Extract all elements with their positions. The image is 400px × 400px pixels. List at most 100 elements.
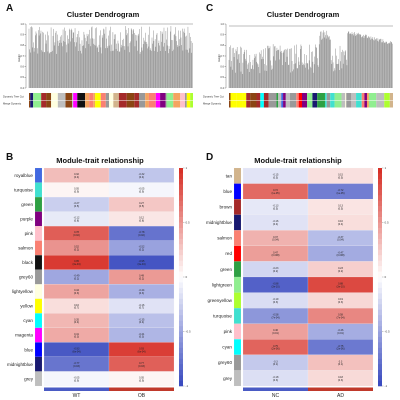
- module-row-label: grey: [223, 376, 233, 381]
- module-color-swatch: [34, 182, 43, 198]
- cell-correlation: -0.05: [139, 188, 145, 191]
- cell-correlation: 0.58: [338, 314, 343, 317]
- colorbar-step: [378, 238, 382, 245]
- track-segment-dynamic: [330, 93, 335, 100]
- colorbar-step: [378, 380, 382, 387]
- cell-pvalue: (0.2): [139, 278, 144, 281]
- y-axis-ticks-c: 1.0 0.9 0.8 0.7 0.6 0.5 0.4: [220, 22, 226, 90]
- module-color-tracks-a: [29, 93, 193, 108]
- module-color-swatch: [34, 371, 43, 387]
- track-segment-merge: [256, 100, 261, 108]
- track-segment-merge: [29, 100, 31, 108]
- track-segment-dynamic: [72, 93, 74, 100]
- colorbar-step: [179, 331, 183, 338]
- cell-pvalue: (0.5): [338, 208, 343, 211]
- cell-correlation: -0.75: [338, 345, 344, 348]
- cell-correlation: -0.49: [74, 275, 80, 278]
- module-row-label: green: [220, 267, 232, 272]
- colorbar-step: [378, 277, 382, 283]
- track-segment-merge: [260, 100, 264, 108]
- track-segment-merge: [307, 100, 313, 108]
- track-segment-merge: [72, 100, 74, 108]
- colorbar-step: [179, 184, 183, 191]
- cell-correlation: -0.23: [273, 267, 279, 270]
- cell-correlation: 0.78: [74, 231, 79, 234]
- cell-correlation: 0.37: [273, 236, 278, 239]
- colorbar-step: [179, 195, 183, 201]
- cell-pvalue: (6e-04): [137, 350, 145, 353]
- trait-label: WT: [73, 393, 81, 399]
- track-segment-dynamic: [89, 93, 94, 100]
- heatmap-cell: [108, 371, 175, 387]
- module-color-swatch: [34, 313, 43, 328]
- module-row-label: salmon: [18, 246, 33, 251]
- dendrogram-c: Height Dynamic Tree Cut Merge Dynamic 1.…: [203, 22, 393, 108]
- cell-pvalue: (0.3): [139, 336, 144, 339]
- cell-pvalue: (7e-04): [271, 317, 279, 320]
- module-row-label: magenta: [15, 333, 33, 338]
- cell-correlation: -0.58: [273, 314, 279, 317]
- track-label-merge-a: Merge Dynamic: [3, 102, 22, 106]
- cell-pvalue: (1e-05): [271, 192, 279, 195]
- cell-correlation: 0.41: [74, 333, 79, 336]
- track-segment-merge: [242, 100, 247, 108]
- track-segment-merge: [289, 100, 297, 108]
- y-tick-label: 0.7: [20, 54, 24, 58]
- track-label-merge-c: Merge Dynamic: [203, 102, 222, 106]
- colorbar-step: [179, 320, 183, 327]
- module-color-swatch: [34, 226, 43, 241]
- colorbar-step: [179, 326, 183, 332]
- cell-pvalue: (3e-04): [137, 263, 145, 266]
- cell-correlation: 0.23: [338, 267, 343, 270]
- colorbar-step: [378, 217, 382, 223]
- track-label-dynamic-a: Dynamic Tree Cut: [3, 95, 24, 99]
- cell-pvalue: (0.2): [273, 270, 278, 273]
- track-segment-merge: [77, 100, 86, 108]
- colorbar-step: [179, 342, 183, 349]
- track-segment-merge: [345, 100, 347, 108]
- module-row-label: tan: [226, 173, 233, 178]
- track-segment-merge: [160, 100, 166, 108]
- track-segment-dynamic: [148, 93, 156, 100]
- cell-pvalue: (0.9): [74, 379, 79, 382]
- track-segment-dynamic: [93, 93, 96, 100]
- track-segment-merge: [180, 100, 186, 108]
- module-row-label: black: [22, 260, 33, 265]
- colorbar-step: [179, 266, 183, 272]
- track-segment-dynamic: [230, 93, 237, 100]
- track-segment-dynamic: [289, 93, 297, 100]
- cell-pvalue: (0.4): [74, 321, 79, 324]
- colorbar-step: [378, 298, 382, 305]
- cell-correlation: 0.95: [74, 260, 79, 263]
- track-segment-merge: [263, 100, 269, 108]
- track-segment-dynamic: [109, 93, 114, 100]
- cell-correlation: -0.35: [139, 318, 145, 321]
- track-segment-merge: [145, 100, 149, 108]
- colorbar-tick-label: 0: [186, 275, 188, 279]
- track-segment-merge: [155, 100, 161, 108]
- track-segment-dynamic: [256, 93, 261, 100]
- panel-label-b: B: [6, 152, 13, 163]
- cell-pvalue: (0.02): [138, 234, 145, 237]
- track-segment-merge: [93, 100, 96, 108]
- cell-pvalue: (1e-05): [336, 192, 344, 195]
- track-segment-dynamic: [341, 93, 346, 100]
- track-segment-merge: [186, 100, 191, 108]
- colorbar-step: [378, 249, 382, 256]
- module-row-label: brown: [219, 205, 232, 210]
- track-segment-merge: [166, 100, 174, 108]
- module-color-swatch: [233, 370, 242, 387]
- colorbar-step: [378, 227, 382, 234]
- cell-pvalue: (0.2): [74, 249, 79, 252]
- colorbar-step: [378, 260, 382, 267]
- cell-pvalue: (6e-04): [72, 350, 80, 353]
- track-segment-merge: [30, 100, 34, 108]
- colorbar-step: [179, 238, 183, 245]
- track-segment-dynamic: [345, 93, 347, 100]
- track-segment-dynamic: [278, 93, 282, 100]
- module-row-label: midnightblue: [7, 362, 33, 367]
- colorbar-step: [378, 364, 382, 370]
- y-tick-label: 0.5: [220, 75, 224, 79]
- track-segment-dynamic: [165, 93, 167, 100]
- track-segment-dynamic: [283, 93, 286, 100]
